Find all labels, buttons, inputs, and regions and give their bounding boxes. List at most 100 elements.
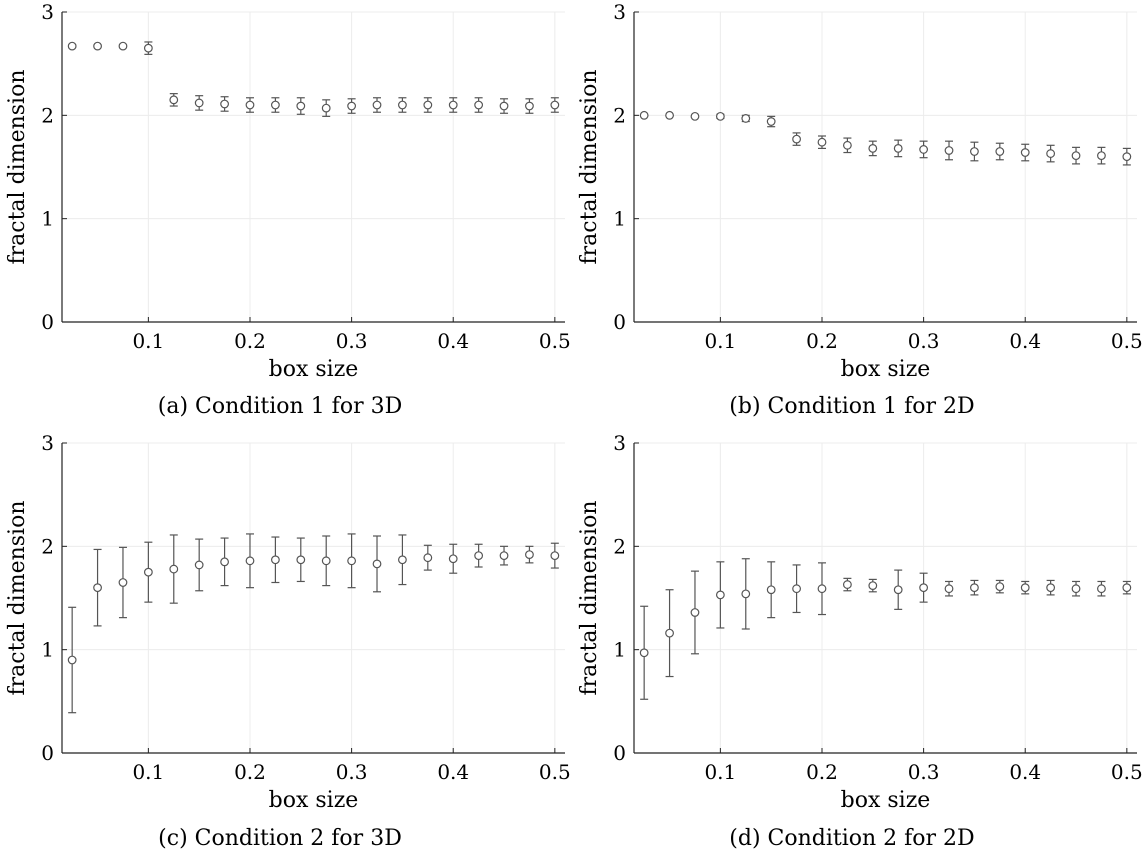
data-point bbox=[842, 137, 852, 154]
x-tick-label: 0.4 bbox=[1009, 760, 1041, 784]
data-point bbox=[296, 97, 306, 115]
marker-circle bbox=[715, 111, 725, 121]
marker-circle bbox=[995, 582, 1005, 592]
data-point bbox=[118, 41, 128, 51]
y-tick-label: 1 bbox=[613, 638, 626, 662]
marker-circle bbox=[423, 553, 433, 563]
data-point bbox=[245, 97, 255, 113]
marker-circle bbox=[143, 43, 153, 53]
marker-circle bbox=[970, 147, 979, 156]
x-tick-label: 0.3 bbox=[908, 329, 940, 353]
y-axis-label: fractal dimension bbox=[577, 70, 602, 265]
marker-circle bbox=[715, 590, 725, 600]
marker-circle bbox=[919, 145, 929, 154]
marker-circle bbox=[741, 114, 751, 123]
marker-circle bbox=[893, 143, 903, 153]
data-point bbox=[944, 140, 954, 161]
data-point bbox=[245, 533, 255, 589]
data-point bbox=[715, 561, 725, 629]
marker-circle bbox=[245, 556, 255, 566]
marker-circle bbox=[448, 554, 458, 564]
x-tick-label: 0.3 bbox=[908, 760, 940, 784]
data-point bbox=[1020, 580, 1030, 595]
data-point bbox=[270, 97, 280, 113]
data-point bbox=[995, 579, 1005, 594]
data-point bbox=[550, 542, 560, 569]
x-tick-label: 0.2 bbox=[806, 760, 838, 784]
marker-circle bbox=[118, 578, 128, 587]
data-point bbox=[321, 99, 331, 117]
panel-b: 0.1 0.2 0.3 0.4 0.5 0 1 2 3 box size fractal dimen… bbox=[577, 0, 1143, 382]
marker-circle bbox=[398, 555, 407, 565]
data-point bbox=[499, 98, 509, 114]
x-axis-label: box size bbox=[269, 357, 359, 382]
marker-circle bbox=[321, 556, 331, 566]
data-point bbox=[423, 544, 433, 571]
x-tick-label: 0.5 bbox=[539, 760, 571, 784]
marker-circle bbox=[1046, 583, 1056, 593]
data-point bbox=[169, 534, 179, 604]
marker-circle bbox=[347, 101, 357, 111]
data-point bbox=[1046, 144, 1056, 163]
x-tick-label: 0.1 bbox=[132, 760, 164, 784]
data-point bbox=[372, 97, 382, 113]
data-point bbox=[1097, 580, 1106, 597]
marker-circle bbox=[944, 584, 954, 594]
data-point bbox=[944, 580, 954, 597]
data-point bbox=[842, 577, 852, 592]
x-tick-label: 0.5 bbox=[539, 329, 571, 353]
marker-circle bbox=[118, 41, 128, 51]
marker-circle bbox=[690, 111, 700, 121]
data-point bbox=[690, 570, 700, 655]
marker-circle bbox=[1046, 149, 1056, 158]
y-tick-label: 2 bbox=[613, 534, 626, 558]
data-point bbox=[67, 606, 77, 714]
data-point bbox=[474, 97, 484, 113]
marker-circle bbox=[550, 100, 560, 110]
data-point bbox=[67, 41, 77, 51]
marker-circle bbox=[868, 143, 878, 153]
data-point bbox=[919, 140, 929, 159]
data-point bbox=[220, 537, 229, 587]
data-point bbox=[1020, 143, 1030, 162]
marker-circle bbox=[970, 583, 979, 593]
marker-circle bbox=[550, 551, 560, 561]
marker-circle bbox=[639, 110, 649, 120]
data-point bbox=[398, 97, 407, 113]
marker-circle bbox=[169, 564, 179, 574]
data-point bbox=[741, 114, 751, 123]
y-tick-label: 0 bbox=[41, 741, 54, 765]
marker-circle bbox=[93, 41, 102, 51]
x-tick-label: 0.5 bbox=[1111, 760, 1143, 784]
marker-circle bbox=[398, 100, 407, 110]
marker-circle bbox=[448, 100, 458, 110]
caption-c: (c) Condition 2 for 3D bbox=[158, 826, 402, 851]
panel-a: 0.1 0.2 0.3 0.4 0.5 0 1 2 3 box size fractal dimen… bbox=[5, 0, 571, 382]
data-point bbox=[347, 98, 357, 114]
data-point bbox=[423, 97, 433, 113]
x-tick-label: 0.1 bbox=[704, 760, 736, 784]
marker-circle bbox=[944, 146, 954, 155]
data-point bbox=[919, 572, 929, 603]
data-point bbox=[868, 578, 878, 593]
marker-circle bbox=[499, 551, 509, 561]
x-tick-label: 0.1 bbox=[132, 329, 164, 353]
marker-circle bbox=[817, 137, 827, 147]
marker-circle bbox=[766, 585, 776, 595]
marker-circle bbox=[169, 95, 179, 105]
marker-circle bbox=[499, 101, 509, 111]
marker-circle bbox=[690, 608, 700, 617]
marker-circle bbox=[194, 98, 204, 108]
marker-circle bbox=[995, 147, 1005, 156]
data-point bbox=[639, 605, 649, 700]
x-tick-label: 0.4 bbox=[437, 760, 469, 784]
y-tick-label: 3 bbox=[613, 0, 626, 24]
marker-circle bbox=[741, 589, 751, 599]
marker-circle bbox=[893, 585, 903, 595]
data-point bbox=[220, 96, 229, 112]
data-point bbox=[474, 543, 484, 568]
x-tick-label: 0.2 bbox=[234, 760, 266, 784]
data-point bbox=[690, 111, 700, 121]
y-tick-label: 1 bbox=[613, 207, 626, 231]
